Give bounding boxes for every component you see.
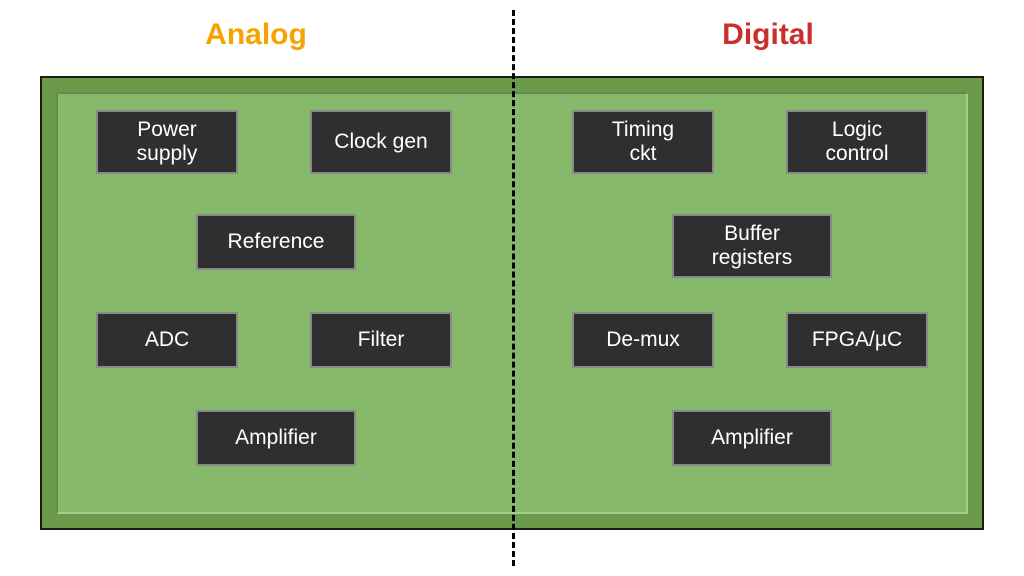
chip-label: FPGA/µC bbox=[812, 328, 902, 352]
chip-label: De-mux bbox=[606, 328, 680, 352]
chip-adc: ADC bbox=[96, 312, 238, 368]
chip-label: Filter bbox=[358, 328, 405, 352]
chip-label: Clock gen bbox=[334, 130, 427, 154]
chip-buffer-reg: Buffer registers bbox=[672, 214, 832, 278]
chip-de-mux: De-mux bbox=[572, 312, 714, 368]
chip-label: Amplifier bbox=[235, 426, 317, 450]
chip-clock-gen: Clock gen bbox=[310, 110, 452, 174]
chip-power-supply: Power supply bbox=[96, 110, 238, 174]
analog-header: Analog bbox=[0, 18, 512, 52]
analog-digital-divider bbox=[512, 10, 515, 566]
chip-logic-control: Logic control bbox=[786, 110, 928, 174]
diagram-canvas: SIERRA CIRCUITS Analog Digital Power sup… bbox=[0, 0, 1024, 576]
chip-reference: Reference bbox=[196, 214, 356, 270]
chip-amplifier-d: Amplifier bbox=[672, 410, 832, 466]
chip-label: Reference bbox=[228, 230, 325, 254]
chip-filter: Filter bbox=[310, 312, 452, 368]
chip-amplifier-a: Amplifier bbox=[196, 410, 356, 466]
chip-label: Timing ckt bbox=[612, 118, 674, 166]
chip-label: Power supply bbox=[137, 118, 198, 166]
chip-label: Buffer registers bbox=[712, 222, 793, 270]
chip-fpga-uc: FPGA/µC bbox=[786, 312, 928, 368]
chip-label: Logic control bbox=[825, 118, 888, 166]
chip-label: ADC bbox=[145, 328, 189, 352]
chip-label: Amplifier bbox=[711, 426, 793, 450]
digital-header: Digital bbox=[512, 18, 1024, 52]
chip-timing-ckt: Timing ckt bbox=[572, 110, 714, 174]
